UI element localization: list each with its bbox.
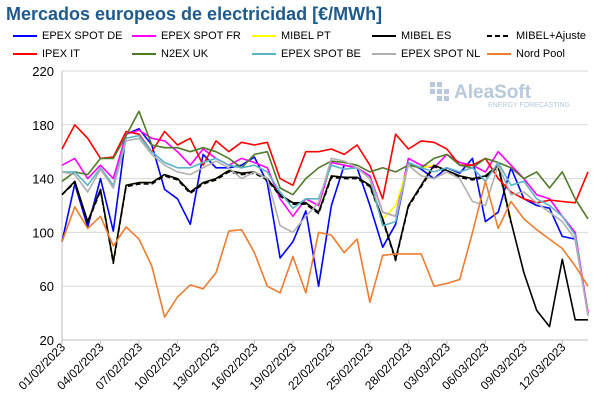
series-line-mibel-pt <box>61 164 512 263</box>
legend-item-ipex-it: IPEX IT <box>12 48 80 60</box>
chart-legend: EPEX SPOT DE EPEX SPOT FR MIBEL PT MIBEL ES… <box>0 30 600 74</box>
y-tick-label: 20 <box>40 333 54 348</box>
legend-item-nord-pool: Nord Pool <box>486 48 565 60</box>
series-line-epex-spot-de <box>61 128 589 314</box>
legend-item-mibel-ajuste: MIBEL+Ajuste <box>486 30 586 42</box>
legend-item-mibel-es: MIBEL ES <box>371 30 451 42</box>
legend-swatch <box>252 35 276 37</box>
y-tick-label: 60 <box>40 279 54 294</box>
legend-label: IPEX IT <box>42 48 80 60</box>
legend-label: N2EX UK <box>161 48 209 60</box>
legend-swatch <box>372 53 396 55</box>
svg-text:ENERGY FORECASTING: ENERGY FORECASTING <box>488 102 570 109</box>
legend-item-epex-spot-nl: EPEX SPOT NL <box>371 48 480 60</box>
legend-item-n2ex-uk: N2EX UK <box>131 48 208 60</box>
legend-swatch <box>487 35 511 37</box>
legend-item-epex-spot-fr: EPEX SPOT FR <box>131 30 241 42</box>
legend-swatch <box>13 35 37 37</box>
y-tick-label: 180 <box>32 118 54 133</box>
legend-item-mibel-pt: MIBEL PT <box>251 30 331 42</box>
aleasoft-logo: AleaSoft ENERGY FORECASTING <box>428 80 588 115</box>
legend-swatch <box>132 35 156 37</box>
legend-swatch <box>132 53 156 55</box>
legend-label: EPEX SPOT DE <box>42 30 123 42</box>
legend-label: MIBEL+Ajuste <box>516 30 587 42</box>
legend-swatch <box>487 53 511 55</box>
series-line-n2ex-uk <box>61 110 589 220</box>
legend-item-epex-spot-de: EPEX SPOT DE <box>12 30 123 42</box>
series-line-epex-spot-fr <box>61 129 589 314</box>
legend-item-epex-spot-be: EPEX SPOT BE <box>251 48 361 60</box>
y-tick-label: 220 <box>32 64 54 79</box>
series-line-nord-pool <box>61 180 589 318</box>
legend-label: EPEX SPOT FR <box>161 30 241 42</box>
legend-label: MIBEL ES <box>401 30 452 42</box>
legend-label: EPEX SPOT BE <box>281 48 361 60</box>
legend-swatch <box>13 53 37 55</box>
chart-title: Mercados europeos de electricidad [€/MWh… <box>6 4 383 24</box>
legend-label: Nord Pool <box>516 48 565 60</box>
svg-text:AleaSoft: AleaSoft <box>454 82 532 103</box>
series-line-epex-spot-nl <box>61 137 589 316</box>
legend-swatch <box>252 53 276 55</box>
y-tick-label: 140 <box>32 172 54 187</box>
legend-label: EPEX SPOT NL <box>401 48 481 60</box>
legend-label: MIBEL PT <box>281 30 331 42</box>
legend-swatch <box>372 35 396 37</box>
y-tick-label: 100 <box>32 225 54 240</box>
